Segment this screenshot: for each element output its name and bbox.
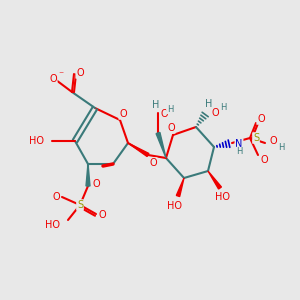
Text: H: H (236, 148, 242, 157)
Polygon shape (208, 171, 221, 189)
Polygon shape (156, 132, 166, 158)
Text: H: H (167, 104, 173, 113)
Text: O: O (257, 114, 265, 124)
Text: O: O (119, 109, 127, 119)
Text: O: O (167, 123, 175, 133)
Text: O: O (149, 158, 157, 168)
Text: O: O (49, 74, 57, 84)
Polygon shape (128, 143, 149, 157)
Text: H: H (152, 100, 160, 110)
Text: O: O (269, 136, 277, 146)
Polygon shape (86, 164, 90, 186)
Text: N: N (235, 139, 243, 149)
Text: HO: HO (167, 201, 182, 211)
Text: O: O (260, 155, 268, 165)
Text: H: H (205, 99, 213, 109)
Text: O: O (160, 109, 168, 119)
Text: O: O (52, 192, 60, 202)
Text: S: S (77, 200, 83, 210)
Text: O: O (211, 108, 219, 118)
Text: O: O (76, 68, 84, 78)
Polygon shape (176, 178, 184, 196)
Text: HO: HO (29, 136, 44, 146)
Text: H: H (220, 103, 226, 112)
Text: HO: HO (45, 220, 60, 230)
Text: O: O (98, 210, 106, 220)
Text: H: H (278, 143, 284, 152)
Text: S: S (253, 133, 259, 143)
Text: O: O (92, 179, 100, 189)
Text: ⁻: ⁻ (58, 70, 64, 80)
Text: HO: HO (214, 192, 230, 202)
